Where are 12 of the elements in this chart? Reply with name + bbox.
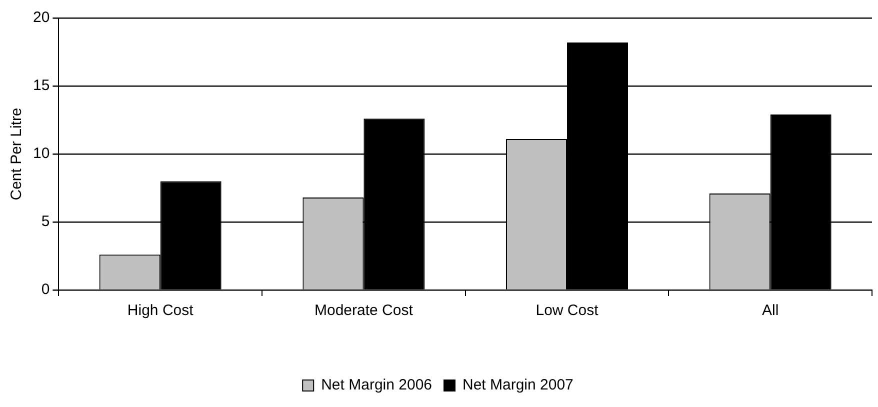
y-tick-label: 5 — [41, 213, 50, 230]
x-tick-label: All — [762, 302, 779, 320]
x-tick-label: Moderate Cost — [314, 302, 414, 320]
y-tick-label: 15 — [32, 77, 50, 94]
y-axis-title: Cent Per Litre — [8, 108, 26, 200]
x-tick-label: Low Cost — [536, 302, 600, 320]
legend-label: Net Margin 2007 — [462, 376, 574, 394]
y-tick-label: 20 — [32, 9, 50, 26]
legend-label: Net Margin 2006 — [321, 376, 432, 394]
y-tick-label: 0 — [41, 281, 50, 298]
y-tick-label: 10 — [32, 145, 50, 162]
x-tick-label: High Cost — [127, 302, 194, 320]
